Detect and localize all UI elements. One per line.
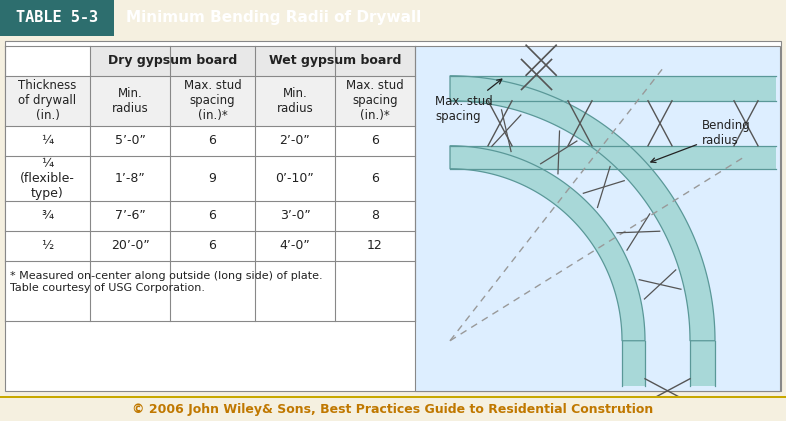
Bar (0, 396, 786, 398)
Bar (690, 341, 715, 386)
Text: Max. stud
spacing: Max. stud spacing (435, 79, 501, 123)
Text: ½: ½ (42, 239, 53, 252)
Text: 6: 6 (208, 239, 216, 252)
Text: 8: 8 (371, 209, 379, 222)
Bar (255, 46, 415, 76)
Bar (90, 46, 255, 76)
Text: 20’-0”: 20’-0” (111, 239, 149, 252)
Text: Dry gypsum board: Dry gypsum board (108, 54, 237, 67)
Polygon shape (450, 76, 715, 341)
Text: 4’-0”: 4’-0” (280, 239, 310, 252)
Text: Minimum Bending Radii of Drywall: Minimum Bending Radii of Drywall (126, 11, 421, 25)
Text: 0’-10”: 0’-10” (276, 172, 314, 185)
Text: Thickness
of drywall
(in.): Thickness of drywall (in.) (18, 79, 77, 122)
Text: 6: 6 (208, 134, 216, 147)
Bar (5, 231, 415, 261)
Text: TABLE 5-3: TABLE 5-3 (16, 11, 98, 25)
Text: 3’-0”: 3’-0” (280, 209, 310, 222)
Text: * Measured on-center along outside (long side) of plate.: * Measured on-center along outside (long… (10, 271, 322, 281)
Polygon shape (450, 146, 645, 341)
Text: Wet gypsum board: Wet gypsum board (269, 54, 401, 67)
Text: 2’-0”: 2’-0” (280, 134, 310, 147)
Text: Drywall: Drywall (0, 420, 1, 421)
Bar (5, 201, 415, 231)
Bar (450, 146, 776, 169)
Text: ¾: ¾ (42, 209, 53, 222)
Text: 7’-6”: 7’-6” (115, 209, 145, 222)
Text: Min.
radius: Min. radius (112, 87, 149, 115)
Bar (450, 76, 776, 101)
Text: Table courtesy of USG Corporation.: Table courtesy of USG Corporation. (10, 283, 205, 293)
Text: 1’-8”: 1’-8” (115, 172, 145, 185)
Bar (5, 126, 415, 156)
Text: 6: 6 (208, 209, 216, 222)
Text: ¼: ¼ (42, 134, 53, 147)
Text: Bending
radius: Bending radius (651, 120, 751, 163)
Text: 6: 6 (371, 172, 379, 185)
Bar (5, 261, 415, 321)
Text: Max. stud
spacing
(in.)*: Max. stud spacing (in.)* (346, 79, 404, 122)
Text: 12: 12 (367, 239, 383, 252)
Text: 6: 6 (371, 134, 379, 147)
Text: Min.
radius: Min. radius (277, 87, 314, 115)
Bar (5, 156, 415, 201)
Text: ¼
(flexible-
type): ¼ (flexible- type) (20, 157, 75, 200)
Text: Max. stud
spacing
(in.)*: Max. stud spacing (in.)* (184, 79, 241, 122)
Text: 9: 9 (208, 172, 216, 185)
Bar (415, 46, 780, 391)
Text: © 2006 John Wiley& Sons, Best Practices Guide to Residential Constrution: © 2006 John Wiley& Sons, Best Practices … (132, 403, 654, 416)
Text: 5’-0”: 5’-0” (115, 134, 145, 147)
Bar (0, 0, 114, 36)
Bar (5, 76, 415, 126)
Bar (622, 341, 645, 386)
